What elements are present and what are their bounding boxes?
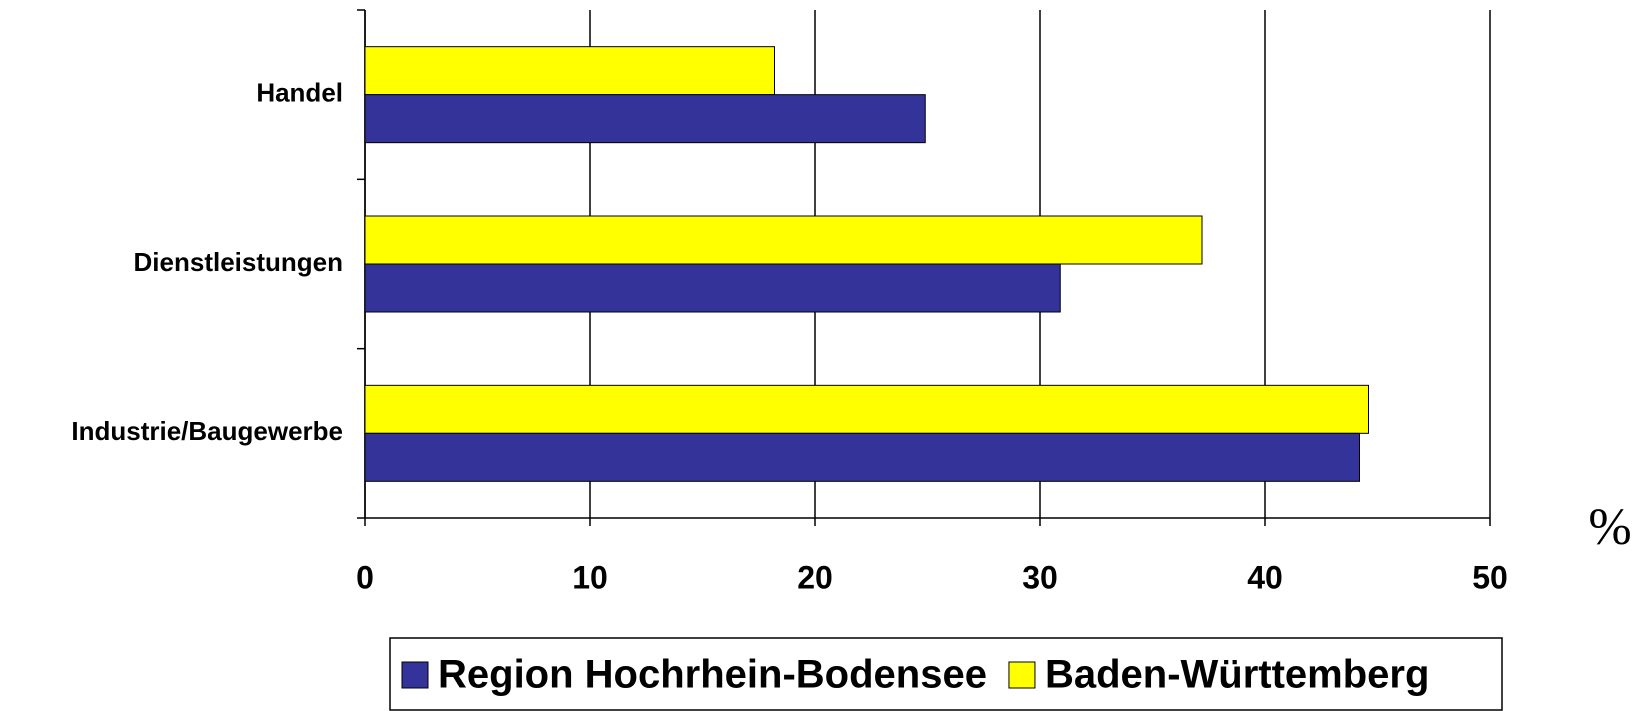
legend-swatch — [1008, 661, 1036, 689]
bar — [364, 215, 1203, 265]
bar — [364, 432, 1360, 482]
bar — [364, 263, 1061, 313]
x-axis-label: % — [1588, 499, 1631, 556]
legend-box — [389, 637, 1503, 711]
x-tick-label: 20 — [797, 559, 833, 595]
bar — [364, 46, 775, 96]
x-tick-label: 0 — [356, 559, 374, 595]
y-tick-label: Dienstleistungen — [134, 247, 343, 277]
x-tick-label: 50 — [1472, 559, 1508, 595]
legend-label: Region Hochrhein-Bodensee — [438, 653, 987, 697]
y-tick-label: Handel — [256, 78, 343, 108]
x-tick-label: 30 — [1022, 559, 1058, 595]
y-tick-label: Industrie/Baugewerbe — [71, 416, 343, 446]
legend-swatch — [401, 661, 429, 689]
bar — [364, 384, 1369, 434]
x-tick-label: 10 — [572, 559, 608, 595]
bar — [364, 94, 926, 144]
x-tick-label: 40 — [1247, 559, 1283, 595]
legend-label: Baden-Württemberg — [1045, 653, 1429, 697]
